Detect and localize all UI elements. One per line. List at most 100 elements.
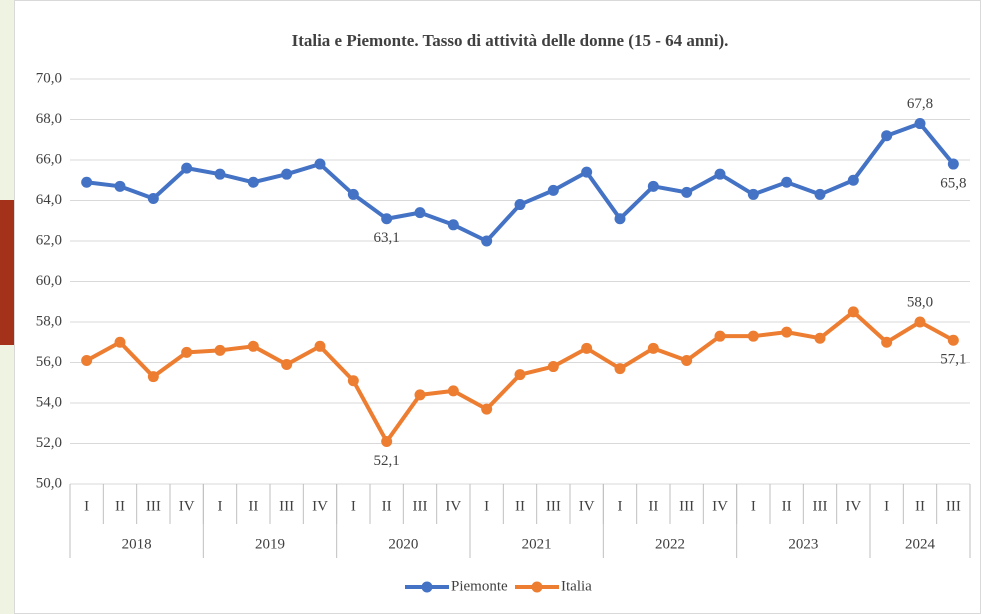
data-point <box>681 354 693 366</box>
data-point <box>547 361 559 373</box>
data-point <box>381 213 393 225</box>
x-tick-label: IV <box>579 498 595 514</box>
data-label: 58,0 <box>907 294 933 310</box>
data-point <box>181 162 193 174</box>
data-point <box>581 342 593 354</box>
x-group-label: 2019 <box>255 536 285 552</box>
x-tick-label: II <box>248 498 258 514</box>
data-point <box>147 371 159 383</box>
x-tick-label: IV <box>845 498 861 514</box>
data-point <box>414 207 426 219</box>
y-tick-label: 52,0 <box>36 435 62 451</box>
data-point <box>947 158 959 170</box>
legend-marker <box>421 581 433 593</box>
data-point <box>714 168 726 180</box>
data-point <box>781 176 793 188</box>
data-point <box>247 176 259 188</box>
x-tick-label: II <box>782 498 792 514</box>
data-point <box>514 199 526 211</box>
x-group-label: 2021 <box>522 536 552 552</box>
x-group-label: 2022 <box>655 536 685 552</box>
data-point <box>514 369 526 381</box>
x-tick-label: II <box>115 498 125 514</box>
x-tick-label: II <box>915 498 925 514</box>
data-point <box>714 330 726 342</box>
y-tick-label: 58,0 <box>36 313 62 329</box>
legend-marker <box>531 581 543 593</box>
legend-label: Italia <box>561 578 592 594</box>
x-tick-label: I <box>751 498 756 514</box>
data-point <box>247 340 259 352</box>
x-group-label: 2024 <box>905 536 936 552</box>
data-point <box>414 389 426 401</box>
data-point <box>914 316 926 328</box>
data-point <box>447 385 459 397</box>
data-point <box>281 168 293 180</box>
data-point <box>214 168 226 180</box>
y-tick-label: 50,0 <box>36 475 62 491</box>
data-point <box>214 344 226 356</box>
x-tick-label: IV <box>445 498 461 514</box>
data-label: 67,8 <box>907 96 933 112</box>
data-point <box>147 192 159 204</box>
data-point <box>647 180 659 192</box>
x-tick-label: II <box>648 498 658 514</box>
y-tick-label: 66,0 <box>36 151 62 167</box>
data-point <box>314 340 326 352</box>
data-point <box>481 403 493 415</box>
y-tick-label: 62,0 <box>36 232 62 248</box>
x-tick-label: I <box>884 498 889 514</box>
x-tick-label: III <box>946 498 961 514</box>
data-point <box>647 342 659 354</box>
slide-accent <box>0 200 14 345</box>
x-tick-label: IV <box>179 498 195 514</box>
x-tick-label: III <box>279 498 294 514</box>
data-point <box>847 306 859 318</box>
x-tick-label: IV <box>312 498 328 514</box>
x-tick-label: III <box>679 498 694 514</box>
data-point <box>314 158 326 170</box>
x-tick-label: IV <box>712 498 728 514</box>
data-label: 65,8 <box>940 175 966 191</box>
x-tick-label: III <box>413 498 428 514</box>
data-label: 57,1 <box>940 352 966 368</box>
y-tick-label: 64,0 <box>36 192 62 208</box>
data-point <box>681 186 693 198</box>
data-point <box>847 174 859 186</box>
data-point <box>347 375 359 387</box>
data-point <box>281 359 293 371</box>
x-tick-label: I <box>218 498 223 514</box>
chart-title: Italia e Piemonte. Tasso di attività del… <box>292 31 729 50</box>
x-tick-label: III <box>546 498 561 514</box>
data-point <box>447 219 459 231</box>
y-tick-label: 54,0 <box>36 394 62 410</box>
data-point <box>814 188 826 200</box>
x-group-label: 2023 <box>788 536 818 552</box>
data-point <box>614 363 626 375</box>
data-point <box>547 184 559 196</box>
legend-label: Piemonte <box>451 578 508 594</box>
data-point <box>614 213 626 225</box>
data-point <box>747 188 759 200</box>
x-tick-label: II <box>515 498 525 514</box>
data-label: 52,1 <box>374 453 400 469</box>
y-tick-label: 60,0 <box>36 273 62 289</box>
data-point <box>347 188 359 200</box>
data-point <box>81 354 93 366</box>
data-point <box>481 235 493 247</box>
x-tick-label: I <box>484 498 489 514</box>
data-point <box>181 346 193 358</box>
x-tick-label: II <box>382 498 392 514</box>
y-tick-label: 56,0 <box>36 354 62 370</box>
data-point <box>881 130 893 142</box>
data-point <box>814 332 826 344</box>
data-point <box>947 334 959 346</box>
x-tick-label: III <box>813 498 828 514</box>
x-group-label: 2018 <box>122 536 152 552</box>
data-point <box>747 330 759 342</box>
data-point <box>881 336 893 348</box>
data-point <box>381 435 393 447</box>
x-tick-label: I <box>84 498 89 514</box>
